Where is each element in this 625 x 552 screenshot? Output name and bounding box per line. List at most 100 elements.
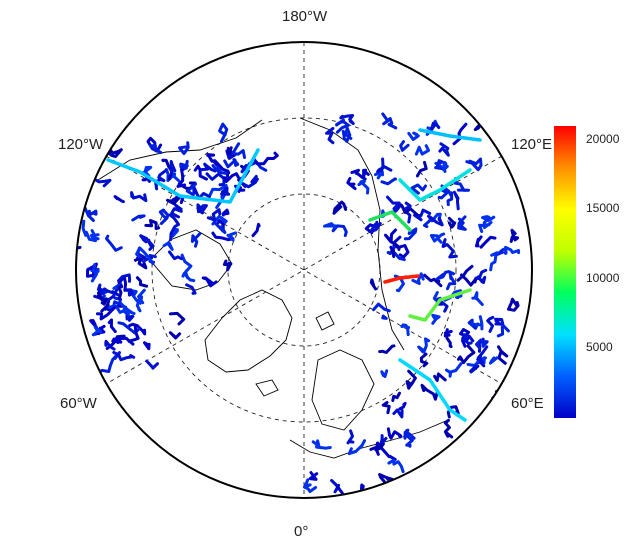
iceland-outline xyxy=(255,379,279,397)
river-segment xyxy=(403,227,418,241)
river-segment xyxy=(104,339,116,351)
river-segment xyxy=(429,121,441,132)
river-segment xyxy=(380,177,397,186)
river-segment xyxy=(117,284,123,300)
river-segment xyxy=(91,325,103,337)
river-segment xyxy=(381,112,398,130)
river-segment xyxy=(369,442,385,452)
river-segment xyxy=(96,283,104,294)
river-segment xyxy=(443,328,453,338)
river-segment xyxy=(226,231,237,242)
river-segment xyxy=(213,220,227,234)
river-segment xyxy=(105,234,123,252)
river-segment xyxy=(452,190,460,211)
river-segment xyxy=(192,185,211,200)
river-segment xyxy=(504,245,521,255)
river-segment xyxy=(440,478,450,493)
colorbar-tick-label: 10000 xyxy=(586,270,620,285)
river-segment xyxy=(382,488,394,498)
river-segment xyxy=(423,273,443,288)
river-segment xyxy=(507,297,520,312)
longitude-label-top: 180°W xyxy=(282,8,328,25)
river-segment xyxy=(478,223,491,233)
river-segment xyxy=(459,328,470,348)
river-segment xyxy=(481,215,496,222)
river-segment xyxy=(168,250,183,261)
greenland-outline xyxy=(204,289,293,373)
river-segment xyxy=(201,276,218,288)
longitude-label-upper-left: 120°W xyxy=(58,136,104,153)
river-segment xyxy=(379,490,390,497)
river-segment xyxy=(405,369,417,390)
colorbar-tick-label: 15000 xyxy=(586,201,620,216)
river-segment xyxy=(427,214,444,227)
river-segment xyxy=(496,324,510,338)
major-river xyxy=(368,210,412,232)
river-segment xyxy=(460,273,477,287)
major-river xyxy=(383,274,420,284)
river-segment xyxy=(461,333,475,345)
river-segment xyxy=(392,241,401,249)
river-segment xyxy=(169,160,177,176)
river-segment xyxy=(417,337,430,354)
river-segment xyxy=(208,184,228,197)
river-segment xyxy=(386,427,403,440)
river-segment xyxy=(380,369,389,378)
river-segment xyxy=(332,200,348,215)
river-segment xyxy=(469,364,480,374)
river-segment xyxy=(135,246,155,265)
river-segment xyxy=(346,429,355,445)
major-river xyxy=(408,288,472,322)
river-segment xyxy=(223,158,240,169)
river-segment xyxy=(339,114,355,126)
river-segment xyxy=(96,306,116,321)
river-segment xyxy=(386,245,406,262)
river-segment xyxy=(377,484,391,498)
siberia-coast xyxy=(299,117,405,351)
river-segment xyxy=(96,294,108,306)
river-segment xyxy=(222,171,240,184)
river-segment xyxy=(143,341,151,351)
river-segment xyxy=(190,232,202,248)
graticule xyxy=(105,42,503,498)
river-segment xyxy=(413,208,432,222)
river-segment xyxy=(346,177,357,191)
river-segment xyxy=(168,213,180,242)
river-segment xyxy=(435,270,455,281)
major-river xyxy=(418,128,482,142)
longitude-label-lower-right: 60°E xyxy=(511,395,544,412)
major-river xyxy=(106,148,260,204)
river-segment xyxy=(196,203,208,215)
europe-coast xyxy=(289,419,449,459)
river-segment xyxy=(360,483,365,492)
river-segment xyxy=(453,457,460,475)
river-segment xyxy=(381,314,388,320)
river-segment xyxy=(81,170,95,185)
river-segment xyxy=(170,203,183,219)
svalbard-outline xyxy=(315,311,335,331)
river-segment xyxy=(350,168,367,181)
river-segment xyxy=(391,391,401,402)
river-segment xyxy=(130,289,144,305)
river-segment xyxy=(222,259,233,272)
river-segment xyxy=(176,163,187,188)
river-segment xyxy=(369,220,382,233)
river-segment xyxy=(494,317,505,326)
river-segment xyxy=(471,291,484,306)
river-segment xyxy=(491,396,506,410)
river-segment xyxy=(438,142,450,157)
river-segment xyxy=(420,383,439,401)
river-segment xyxy=(429,232,446,244)
river-segment xyxy=(436,458,457,471)
river-segment xyxy=(112,351,136,362)
river-segment xyxy=(436,489,451,498)
river-segment xyxy=(415,160,428,178)
river-segment xyxy=(414,144,430,156)
river-segment xyxy=(387,458,405,474)
river-segment xyxy=(362,168,370,178)
river-segment xyxy=(389,245,396,259)
river-segment xyxy=(162,241,174,251)
river-segment xyxy=(488,356,499,365)
river-segment xyxy=(185,283,197,295)
river-segment xyxy=(403,433,414,448)
